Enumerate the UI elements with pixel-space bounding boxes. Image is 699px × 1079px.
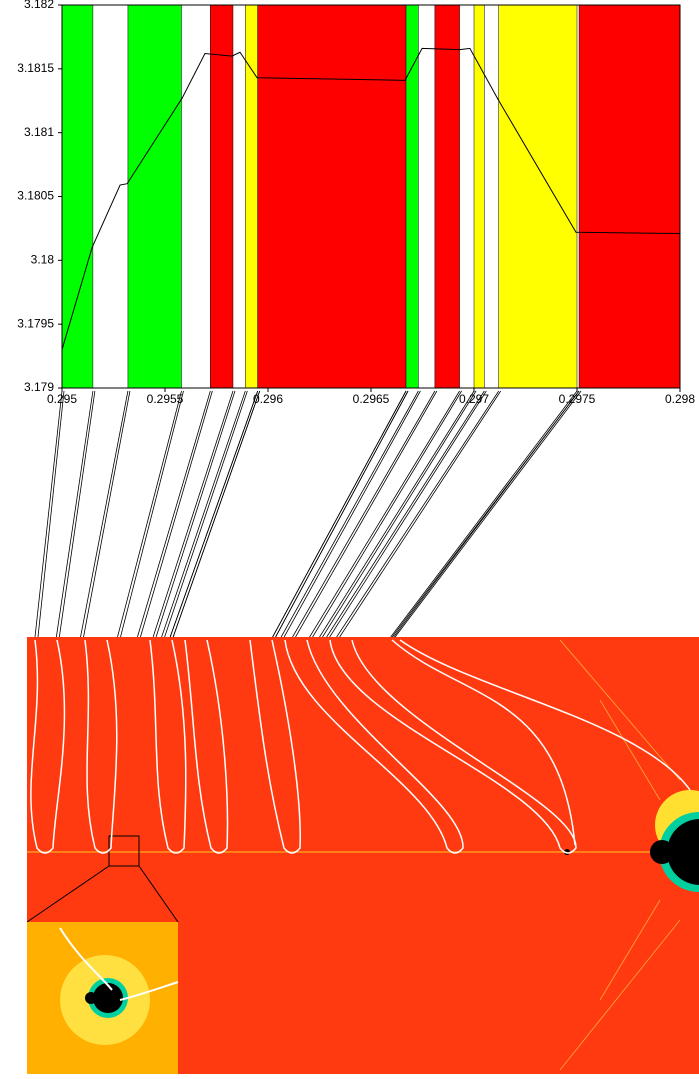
- connector-line: [292, 390, 436, 638]
- y-tick-label: 3.18: [31, 253, 55, 267]
- connector-line: [295, 390, 438, 638]
- connector-line: [172, 390, 261, 638]
- connector-line: [80, 390, 129, 638]
- connector-line: [394, 390, 582, 638]
- band: [473, 4, 485, 389]
- plot: [61, 4, 681, 389]
- x-tick-label: 0.2965: [353, 392, 390, 406]
- connector-line: [155, 390, 236, 638]
- zoom-inset: [27, 922, 179, 1074]
- connector-line: [390, 390, 578, 638]
- x-tick-label: 0.2975: [559, 392, 596, 406]
- y-tick-label: 3.1815: [17, 61, 54, 75]
- x-tick-label: 0.296: [253, 392, 283, 406]
- y-tick-label: 3.181: [24, 125, 54, 139]
- connector-line: [169, 390, 259, 638]
- zoom-connector: [138, 865, 179, 923]
- connector-line: [391, 390, 580, 638]
- connector-line: [117, 390, 182, 638]
- connector-line: [326, 390, 485, 638]
- mandelbrot-bulb: [650, 840, 674, 864]
- fractal-curve: [329, 639, 577, 854]
- connector-line: [336, 390, 500, 638]
- y-tick-label: 3.1795: [17, 316, 54, 330]
- connector-line: [272, 390, 407, 638]
- zoom-connector: [26, 865, 110, 923]
- x-tick-label: 0.297: [459, 392, 489, 406]
- connector-line: [283, 390, 421, 638]
- y-tick-label: 3.182: [24, 0, 54, 11]
- connector-line: [275, 390, 409, 638]
- fractal-curve: [149, 639, 187, 854]
- x-tick-label: 0.2955: [147, 392, 184, 406]
- x-tick-label: 0.295: [47, 392, 77, 406]
- connector-line: [140, 390, 213, 638]
- data-line: [61, 47, 681, 350]
- y-tick-label: 3.1805: [17, 189, 54, 203]
- connector-line: [164, 390, 248, 638]
- fractal-curve: [184, 639, 229, 854]
- y-tick-label: 3.179: [24, 380, 54, 394]
- fractal-curve: [249, 639, 301, 854]
- connector-line: [329, 390, 487, 638]
- connector-line: [309, 390, 460, 638]
- fractal-filaments: [559, 639, 681, 1071]
- fractal-curve: [84, 639, 118, 854]
- band: [498, 4, 578, 389]
- mandelbrot-main: [667, 819, 699, 885]
- band: [210, 4, 234, 389]
- fractal-curve: [30, 639, 66, 854]
- connector-line: [137, 390, 211, 638]
- connector-line: [161, 390, 246, 638]
- connector-line: [152, 390, 234, 638]
- connector-line: [120, 390, 184, 638]
- band: [257, 4, 407, 389]
- connector-line: [319, 390, 475, 638]
- connector-line: [58, 390, 96, 638]
- connector-line: [55, 390, 94, 638]
- x-tick-label: 0.298: [665, 392, 695, 406]
- band: [127, 4, 182, 389]
- connector-line: [312, 390, 462, 638]
- connector-line: [322, 390, 477, 638]
- band: [405, 4, 419, 389]
- band: [578, 4, 681, 389]
- connector-line: [34, 390, 63, 638]
- band: [434, 4, 460, 389]
- connector-line: [280, 390, 419, 638]
- fractal-curve: [284, 639, 464, 854]
- connector-line: [83, 390, 131, 638]
- connector-line: [339, 390, 502, 638]
- band: [61, 4, 94, 389]
- connector-line: [37, 390, 65, 638]
- fractal-curve: [391, 639, 691, 846]
